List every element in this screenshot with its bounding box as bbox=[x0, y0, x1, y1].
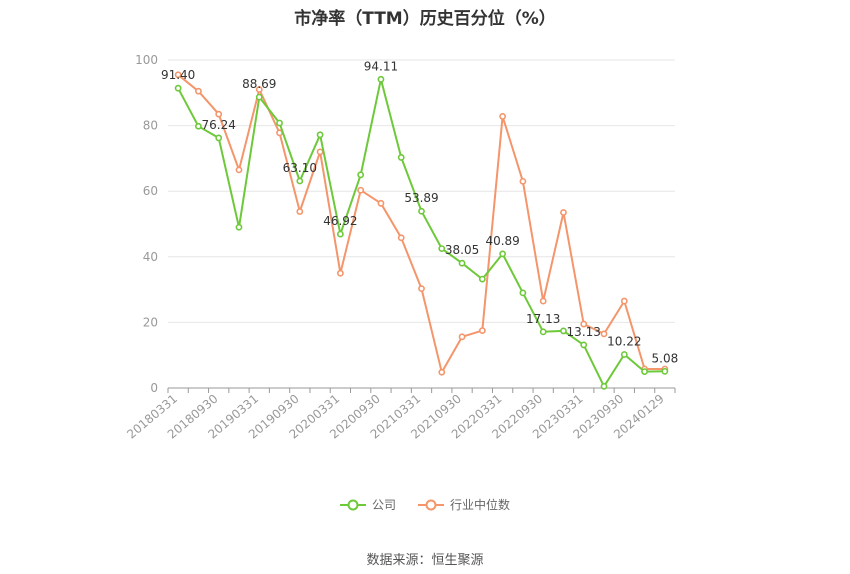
data-point-industry bbox=[580, 320, 588, 328]
data-point-industry bbox=[418, 285, 425, 293]
data-point-company bbox=[174, 84, 182, 92]
legend-item-industry[interactable]: 行业中位数 bbox=[418, 496, 510, 513]
data-label: 76.24 bbox=[202, 118, 236, 132]
data-label: 53.89 bbox=[404, 191, 438, 205]
y-tick-label: 80 bbox=[143, 119, 158, 133]
data-point-industry bbox=[174, 71, 182, 79]
data-label: 88.69 bbox=[242, 77, 276, 91]
data-point-company bbox=[357, 171, 365, 179]
data-label: 17.13 bbox=[526, 312, 560, 326]
data-point-industry bbox=[336, 269, 344, 277]
data-point-company bbox=[580, 341, 588, 349]
data-point-company bbox=[661, 367, 669, 375]
data-point-industry bbox=[215, 110, 223, 118]
data-point-company bbox=[478, 275, 486, 283]
data-point-industry bbox=[458, 333, 466, 341]
data-point-industry bbox=[357, 186, 365, 194]
data-point-company bbox=[255, 93, 263, 101]
y-tick-label: 60 bbox=[143, 184, 158, 198]
data-point-company bbox=[276, 119, 283, 127]
data-point-industry bbox=[600, 330, 608, 338]
y-tick-label: 100 bbox=[135, 53, 158, 67]
data-point-industry bbox=[519, 177, 527, 185]
data-point-company bbox=[620, 351, 628, 358]
data-point-company bbox=[316, 131, 324, 139]
legend-company-label: 公司 bbox=[371, 498, 396, 512]
data-point-industry bbox=[296, 208, 304, 215]
data-label: 38.05 bbox=[445, 243, 479, 257]
data-point-industry bbox=[255, 86, 263, 93]
data-label: 40.89 bbox=[485, 234, 519, 248]
data-point-industry bbox=[397, 234, 405, 242]
data-label: 46.92 bbox=[323, 214, 357, 228]
data-source: 数据来源：恒生聚源 bbox=[366, 553, 484, 568]
data-label: 10.22 bbox=[607, 334, 641, 348]
data-point-industry bbox=[316, 148, 324, 156]
data-label: 63.10 bbox=[283, 161, 317, 175]
data-point-industry bbox=[499, 113, 507, 120]
y-tick-label: 40 bbox=[143, 250, 158, 264]
data-point-industry bbox=[377, 199, 385, 207]
data-point-company bbox=[499, 250, 507, 258]
data-label: 91.40 bbox=[161, 68, 195, 82]
data-point-industry bbox=[620, 297, 628, 305]
data-point-company bbox=[235, 223, 243, 231]
legend: 公司 行业中位数 bbox=[0, 496, 850, 513]
y-tick-label: 0 bbox=[150, 381, 158, 395]
data-point-industry bbox=[478, 327, 486, 334]
data-point-company bbox=[539, 328, 547, 336]
data-point-company bbox=[397, 154, 405, 161]
legend-industry-label: 行业中位数 bbox=[450, 498, 511, 512]
data-point-company bbox=[641, 368, 648, 375]
data-point-company bbox=[195, 122, 202, 130]
data-point-company bbox=[519, 289, 527, 297]
data-point-industry bbox=[195, 87, 202, 95]
data-point-company bbox=[560, 327, 567, 335]
data-point-company bbox=[458, 259, 466, 267]
data-label: 13.13 bbox=[567, 325, 601, 339]
data-label: 94.11 bbox=[364, 59, 398, 73]
data-point-company bbox=[336, 230, 344, 238]
y-tick-label: 20 bbox=[143, 315, 158, 329]
data-label: 5.08 bbox=[652, 351, 679, 365]
data-point-industry bbox=[539, 297, 547, 305]
data-point-company bbox=[438, 245, 446, 252]
legend-industry-marker bbox=[418, 499, 444, 510]
data-point-company bbox=[600, 382, 608, 390]
data-point-industry bbox=[560, 209, 567, 216]
data-point-industry bbox=[235, 166, 243, 174]
data-point-company bbox=[377, 75, 385, 83]
data-point-company bbox=[418, 207, 425, 215]
data-point-company bbox=[296, 177, 304, 185]
chart-title: 市净率（TTM）历史百分位（%） bbox=[294, 9, 556, 29]
data-point-company bbox=[215, 134, 223, 142]
legend-company-marker bbox=[339, 499, 366, 510]
legend-item-company[interactable]: 公司 bbox=[339, 496, 396, 513]
data-point-industry bbox=[438, 368, 446, 376]
